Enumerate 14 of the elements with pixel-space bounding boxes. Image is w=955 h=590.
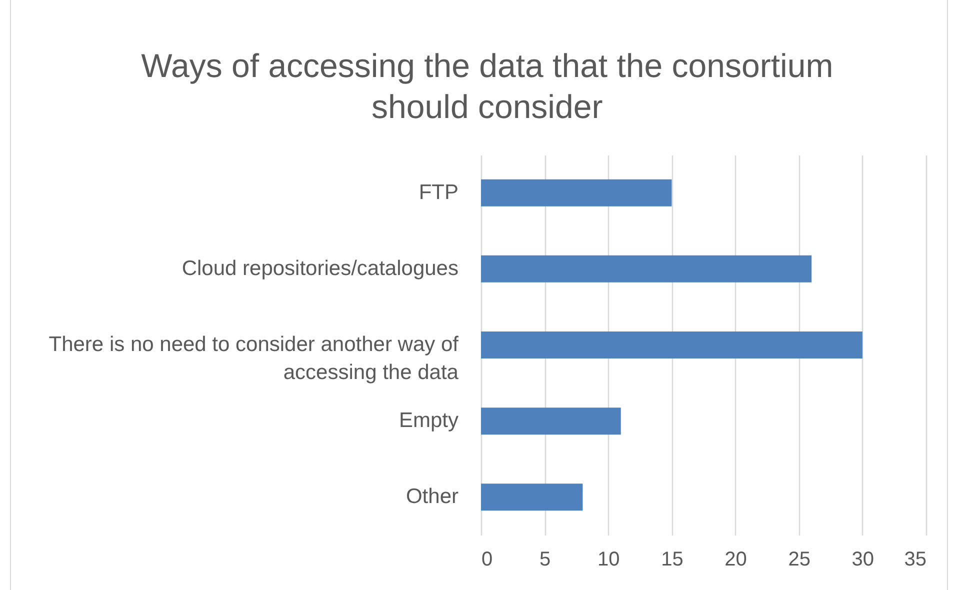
x-tick-label: 25: [788, 548, 810, 570]
y-tick-label: Cloud repositories/catalogues: [182, 256, 458, 280]
y-tick-label: There is no need to consider another way of accessing the data: [48, 333, 459, 384]
x-tick-label: 20: [724, 548, 747, 570]
x-tick-label: 15: [661, 548, 684, 570]
chart-title: Ways of accessing the data that the consortium should consider: [141, 47, 834, 125]
x-tick-label: 10: [598, 548, 620, 570]
x-tick-label: 30: [852, 548, 874, 570]
y-tick-label: FTP: [418, 180, 458, 204]
y-tick-label: Other: [406, 485, 458, 508]
y-tick-label: Empty: [398, 409, 459, 432]
x-tick-label: 0: [482, 548, 493, 570]
x-tick-label: 35: [904, 548, 926, 570]
x-tick-label: 5: [540, 548, 551, 570]
